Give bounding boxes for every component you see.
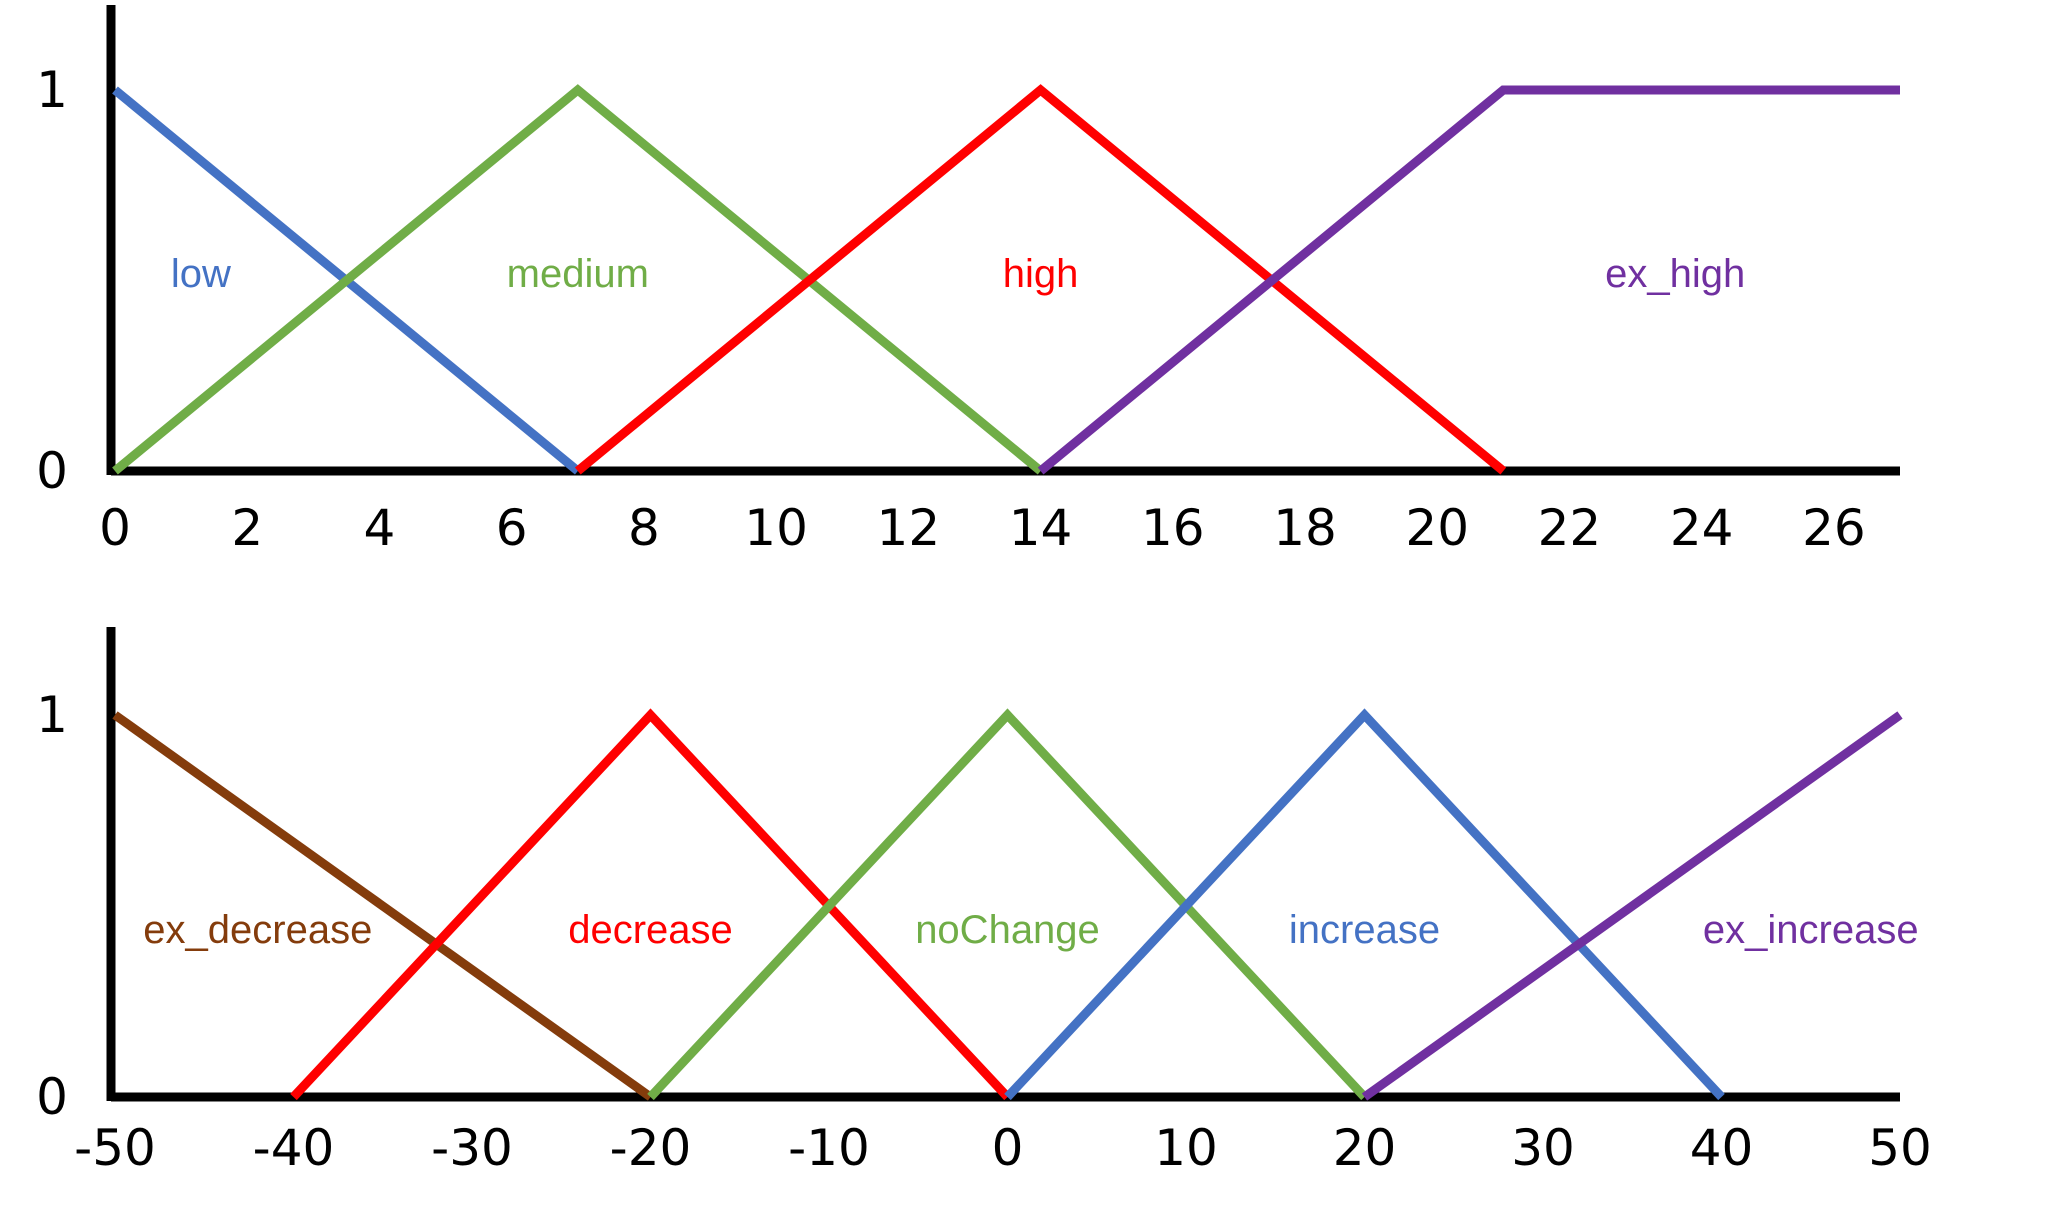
x-tick-label: 12 — [877, 499, 941, 557]
x-tick-label: 14 — [1009, 499, 1073, 557]
series-line-high — [574, 84, 1507, 475]
series-label-ex-decrease: ex_decrease — [143, 908, 372, 952]
series-label-low: low — [171, 252, 231, 296]
x-tick-label: -10 — [788, 1119, 870, 1177]
series-label-decrease: decrease — [568, 908, 733, 952]
series-line-decrease — [290, 708, 1011, 1101]
x-tick-label: 18 — [1273, 499, 1337, 557]
x-tick-label: 26 — [1802, 499, 1866, 557]
series-line-ex-decrease — [112, 711, 654, 1101]
series-label-ex-high: ex_high — [1605, 252, 1745, 296]
x-tick-label: 30 — [1511, 1119, 1575, 1177]
x-tick-label: 4 — [364, 499, 396, 557]
x-tick-label: 0 — [99, 499, 131, 557]
x-tick-label: 6 — [496, 499, 528, 557]
series-line-ex-increase — [1361, 711, 1903, 1101]
x-tick-label: 16 — [1141, 499, 1205, 557]
x-tick-label: 24 — [1670, 499, 1734, 557]
y-tick-label: 0 — [36, 442, 68, 500]
x-tick-label: -30 — [431, 1119, 513, 1177]
x-tick-label: 50 — [1868, 1119, 1932, 1177]
x-tick-label: 20 — [1333, 1119, 1397, 1177]
y-tick-label: 0 — [36, 1068, 68, 1126]
x-tick-label: 20 — [1405, 499, 1469, 557]
series-line-medium — [112, 84, 1044, 475]
x-tick-label: 22 — [1538, 499, 1602, 557]
x-tick-label: -50 — [74, 1119, 156, 1177]
series-line-ex-high — [1037, 85, 1900, 475]
x-tick-label: 0 — [992, 1119, 1024, 1177]
series-line-increase — [1004, 708, 1725, 1101]
x-tick-label: -20 — [610, 1119, 692, 1177]
series-line-noChange — [647, 708, 1368, 1101]
x-tick-label: 10 — [1154, 1119, 1218, 1177]
y-tick-label: 1 — [36, 61, 68, 119]
series-label-ex-increase: ex_increase — [1703, 908, 1919, 952]
x-tick-label: -40 — [253, 1119, 335, 1177]
y-tick-label: 1 — [36, 686, 68, 744]
x-tick-label: 8 — [628, 499, 660, 557]
series-label-medium: medium — [507, 252, 649, 296]
x-tick-label: 40 — [1690, 1119, 1754, 1177]
chart-bottom-membership: -50 -40 -30 -20 -10 0 10 20 30 40 50 0 1 ex_decrease d… — [36, 627, 1932, 1177]
series-label-high: high — [1003, 252, 1079, 296]
series-label-increase: increase — [1289, 908, 1440, 952]
x-tick-label: 2 — [231, 499, 263, 557]
x-tick-label: 10 — [744, 499, 808, 557]
series-label-noChange: noChange — [915, 908, 1100, 952]
